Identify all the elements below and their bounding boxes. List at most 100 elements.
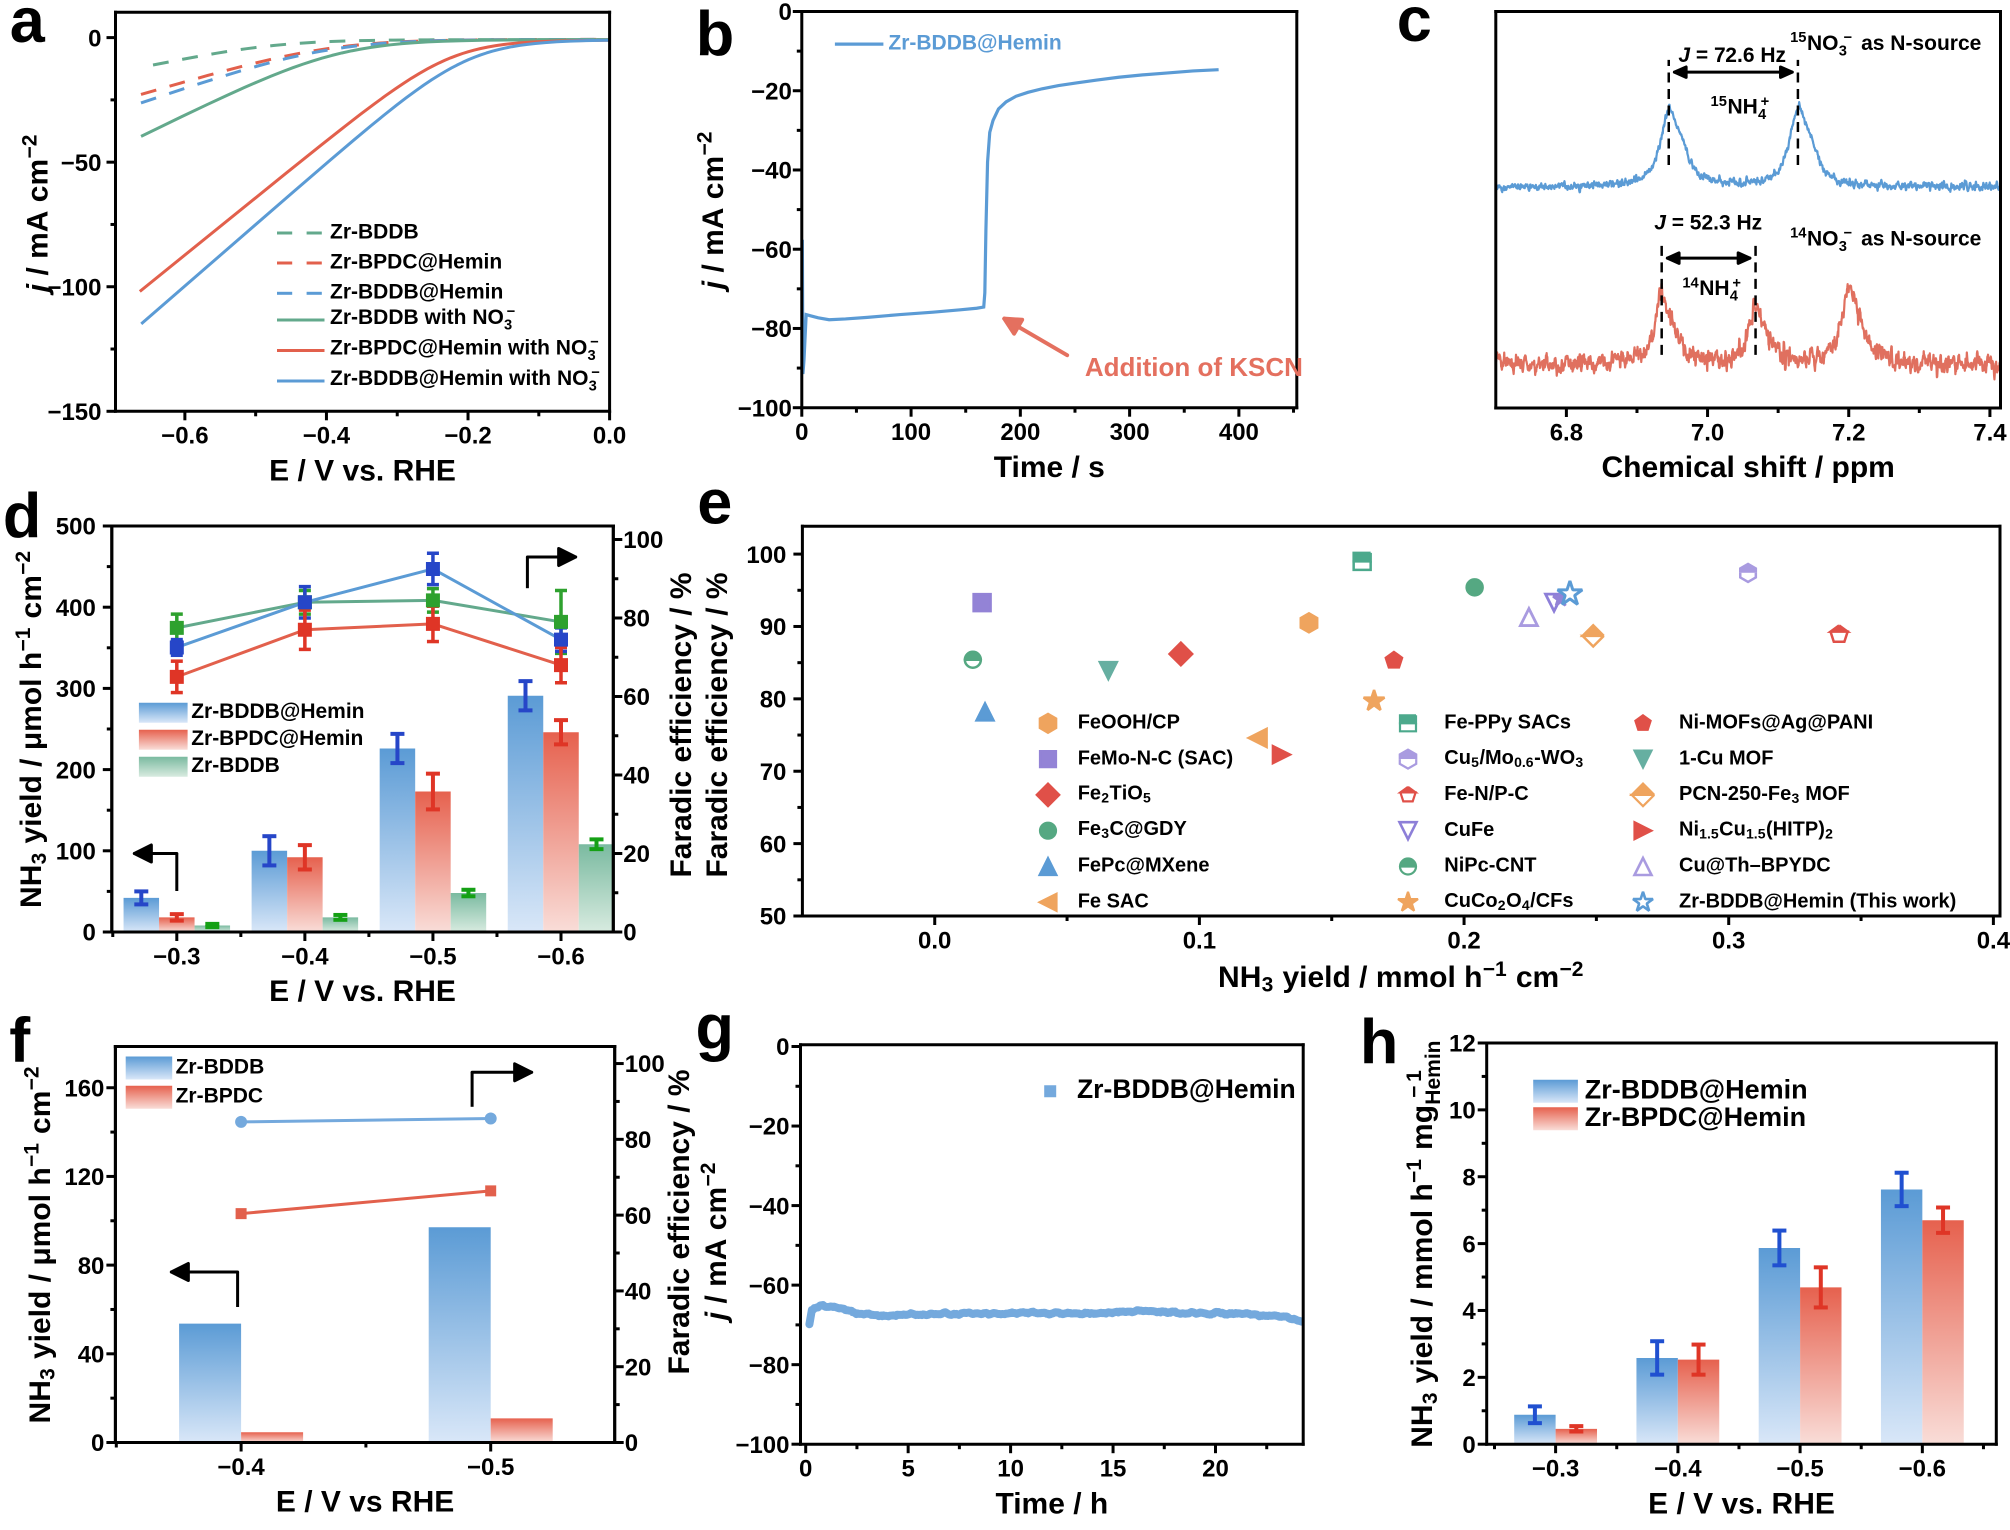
svg-text:400: 400 bbox=[1219, 419, 1259, 446]
svg-text:0.2: 0.2 bbox=[1447, 927, 1480, 954]
svg-text:120: 120 bbox=[64, 1164, 104, 1191]
svg-text:N H y: N H y i e l d / μ m o l h c m 3 − 1 bbox=[12, 551, 51, 908]
svg-text:60: 60 bbox=[623, 684, 650, 711]
svg-text:400: 400 bbox=[56, 595, 96, 622]
svg-text:40: 40 bbox=[623, 763, 650, 790]
svg-text:N H y: N H y i e l d / m m o l h m g 3 − 1 bbox=[1403, 1040, 1445, 1447]
svg-text:Z r - B D: Z r - B D D B @ H e m i n w i t h N O 3 … bbox=[330, 365, 601, 394]
svg-text:Zr-BDDB: Zr-BDDB bbox=[330, 220, 419, 243]
svg-text:−0.3: −0.3 bbox=[153, 943, 200, 970]
svg-text:40: 40 bbox=[625, 1279, 652, 1306]
svg-text:100: 100 bbox=[891, 419, 931, 446]
svg-text:N i C u (: N i C u ( H I T P ) 1 . 5 1 . 5 2 bbox=[1679, 818, 1833, 842]
svg-text:g: g bbox=[696, 992, 734, 1062]
svg-text:CuFe: CuFe bbox=[1444, 819, 1494, 841]
svg-text:C u C o O: C u C o O / C F s 2 4 bbox=[1444, 890, 1578, 914]
svg-text:E / V vs. RHE: E / V vs. RHE bbox=[1648, 1487, 1835, 1520]
svg-text:−80: −80 bbox=[751, 316, 792, 343]
svg-text:−100: −100 bbox=[47, 274, 101, 301]
svg-text:b: b bbox=[696, 0, 734, 70]
svg-text:15: 15 bbox=[1100, 1456, 1127, 1483]
svg-text:0.4: 0.4 bbox=[1977, 927, 2010, 954]
svg-text:80: 80 bbox=[625, 1127, 652, 1154]
svg-text:e: e bbox=[697, 468, 732, 538]
svg-text:j / m: j / m A c m − 2 bbox=[697, 1163, 733, 1325]
svg-text:−0.6: −0.6 bbox=[537, 943, 584, 970]
svg-text:100: 100 bbox=[623, 527, 663, 554]
svg-text:−0.5: −0.5 bbox=[467, 1454, 514, 1481]
svg-text:100: 100 bbox=[56, 838, 96, 865]
svg-text:0: 0 bbox=[88, 25, 101, 52]
svg-text:−80: −80 bbox=[749, 1352, 790, 1379]
svg-text:5: 5 bbox=[901, 1456, 914, 1483]
svg-text:Ni-MOFs@Ag@PANI: Ni-MOFs@Ag@PANI bbox=[1679, 711, 1873, 733]
svg-text:Zr-BPDC: Zr-BPDC bbox=[176, 1085, 264, 1108]
svg-text:−60: −60 bbox=[751, 237, 792, 264]
svg-text:7.0: 7.0 bbox=[1691, 419, 1724, 446]
svg-text:−50: −50 bbox=[61, 150, 102, 177]
svg-text:j / m: j / m A c m − 2 bbox=[18, 135, 54, 297]
svg-text:0: 0 bbox=[795, 419, 808, 446]
svg-text:0: 0 bbox=[778, 0, 791, 26]
svg-text:−0.3: −0.3 bbox=[1532, 1456, 1579, 1483]
svg-text:Time / s: Time / s bbox=[994, 451, 1105, 484]
svg-text:2: 2 bbox=[1462, 1365, 1475, 1392]
svg-text:J =: J = 7 2 . 6 H z bbox=[1678, 44, 1786, 67]
svg-text:70: 70 bbox=[760, 759, 787, 786]
svg-text:100: 100 bbox=[625, 1051, 665, 1078]
svg-text:−0.4: −0.4 bbox=[217, 1454, 265, 1481]
svg-text:20: 20 bbox=[625, 1354, 652, 1381]
svg-text:0.0: 0.0 bbox=[918, 927, 951, 954]
svg-text:Z r - B P: Z r - B P D C @ H e m i n w i t h N O 3 … bbox=[330, 335, 600, 364]
svg-text:0: 0 bbox=[625, 1430, 638, 1457]
svg-text:Zr-BDDB@Hemin: Zr-BDDB@Hemin bbox=[888, 32, 1061, 55]
svg-text:1 4 4 +: 1 4 4 + N H bbox=[1682, 274, 1745, 304]
svg-text:80: 80 bbox=[760, 687, 787, 714]
svg-text:−0.6: −0.6 bbox=[1899, 1456, 1946, 1483]
svg-text:Faradic efficiency / %: Faradic efficiency / % bbox=[701, 572, 734, 877]
svg-text:−0.6: −0.6 bbox=[161, 423, 208, 450]
svg-text:−0.5: −0.5 bbox=[1776, 1456, 1823, 1483]
svg-text:0: 0 bbox=[799, 1456, 812, 1483]
svg-text:200: 200 bbox=[56, 757, 96, 784]
svg-text:E / V vs. RHE: E / V vs. RHE bbox=[269, 975, 456, 1008]
svg-text:Zr-BDDB@Hemin: Zr-BDDB@Hemin bbox=[1077, 1074, 1296, 1104]
svg-text:E / V vs. RHE: E / V vs. RHE bbox=[269, 454, 456, 487]
svg-text:20: 20 bbox=[1202, 1456, 1229, 1483]
svg-text:Fe-N/P-C: Fe-N/P-C bbox=[1444, 783, 1528, 805]
svg-text:300: 300 bbox=[1110, 419, 1150, 446]
svg-text:−100: −100 bbox=[735, 1432, 789, 1459]
svg-text:500: 500 bbox=[56, 514, 96, 541]
svg-text:FeMo-N-C (SAC): FeMo-N-C (SAC) bbox=[1078, 747, 1234, 769]
svg-text:h: h bbox=[1360, 1008, 1398, 1078]
svg-text:Z r - B D: Z r - B D D B w i t h N O 3 − bbox=[330, 304, 517, 333]
svg-text:FePc@MXene: FePc@MXene bbox=[1078, 855, 1210, 877]
svg-text:0: 0 bbox=[776, 1034, 789, 1061]
svg-text:60: 60 bbox=[760, 831, 787, 858]
svg-text:80: 80 bbox=[78, 1253, 105, 1280]
svg-text:6: 6 bbox=[1462, 1231, 1475, 1258]
svg-text:10: 10 bbox=[997, 1456, 1024, 1483]
svg-text:f: f bbox=[9, 1006, 31, 1076]
svg-text:E / V vs RHE: E / V vs RHE bbox=[276, 1486, 454, 1519]
svg-text:0: 0 bbox=[91, 1430, 104, 1457]
svg-text:300: 300 bbox=[56, 676, 96, 703]
svg-text:Faradic efficiency / %: Faradic efficiency / % bbox=[663, 1069, 696, 1374]
svg-text:Zr-BPDC@Hemin: Zr-BPDC@Hemin bbox=[330, 250, 502, 273]
svg-text:10: 10 bbox=[1449, 1098, 1476, 1125]
svg-text:6.8: 6.8 bbox=[1550, 419, 1583, 446]
svg-text:−150: −150 bbox=[47, 399, 101, 426]
svg-text:−100: −100 bbox=[738, 395, 792, 422]
svg-text:Time / h: Time / h bbox=[995, 1487, 1108, 1520]
svg-text:80: 80 bbox=[623, 606, 650, 633]
svg-text:N H y: N H y i e l d / μ m o l h c m 3 − 1 bbox=[21, 1066, 60, 1423]
svg-text:Zr-BPDC@Hemin: Zr-BPDC@Hemin bbox=[1585, 1102, 1806, 1132]
svg-text:160: 160 bbox=[64, 1075, 104, 1102]
svg-text:0: 0 bbox=[1462, 1432, 1475, 1459]
svg-text:−0.4: −0.4 bbox=[281, 943, 329, 970]
svg-text:1 5 4 +: 1 5 4 + N H bbox=[1711, 93, 1774, 123]
svg-text:−0.4: −0.4 bbox=[1654, 1456, 1702, 1483]
svg-text:c: c bbox=[1397, 0, 1432, 55]
svg-text:P C N - 2: P C N - 2 5 0 - F e M O F 3 bbox=[1679, 783, 1854, 806]
svg-text:J =: J = 5 2 . 3 H z bbox=[1654, 212, 1762, 235]
